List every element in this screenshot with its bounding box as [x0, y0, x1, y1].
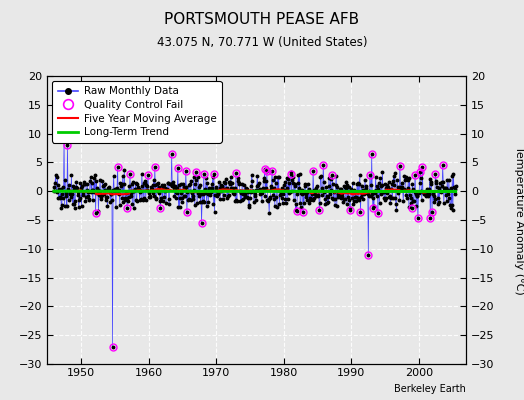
Text: PORTSMOUTH PEASE AFB: PORTSMOUTH PEASE AFB: [165, 12, 359, 27]
Legend: Raw Monthly Data, Quality Control Fail, Five Year Moving Average, Long-Term Tren: Raw Monthly Data, Quality Control Fail, …: [52, 81, 222, 142]
Y-axis label: Temperature Anomaly (°C): Temperature Anomaly (°C): [514, 146, 524, 294]
Text: 43.075 N, 70.771 W (United States): 43.075 N, 70.771 W (United States): [157, 36, 367, 49]
Text: Berkeley Earth: Berkeley Earth: [395, 384, 466, 394]
